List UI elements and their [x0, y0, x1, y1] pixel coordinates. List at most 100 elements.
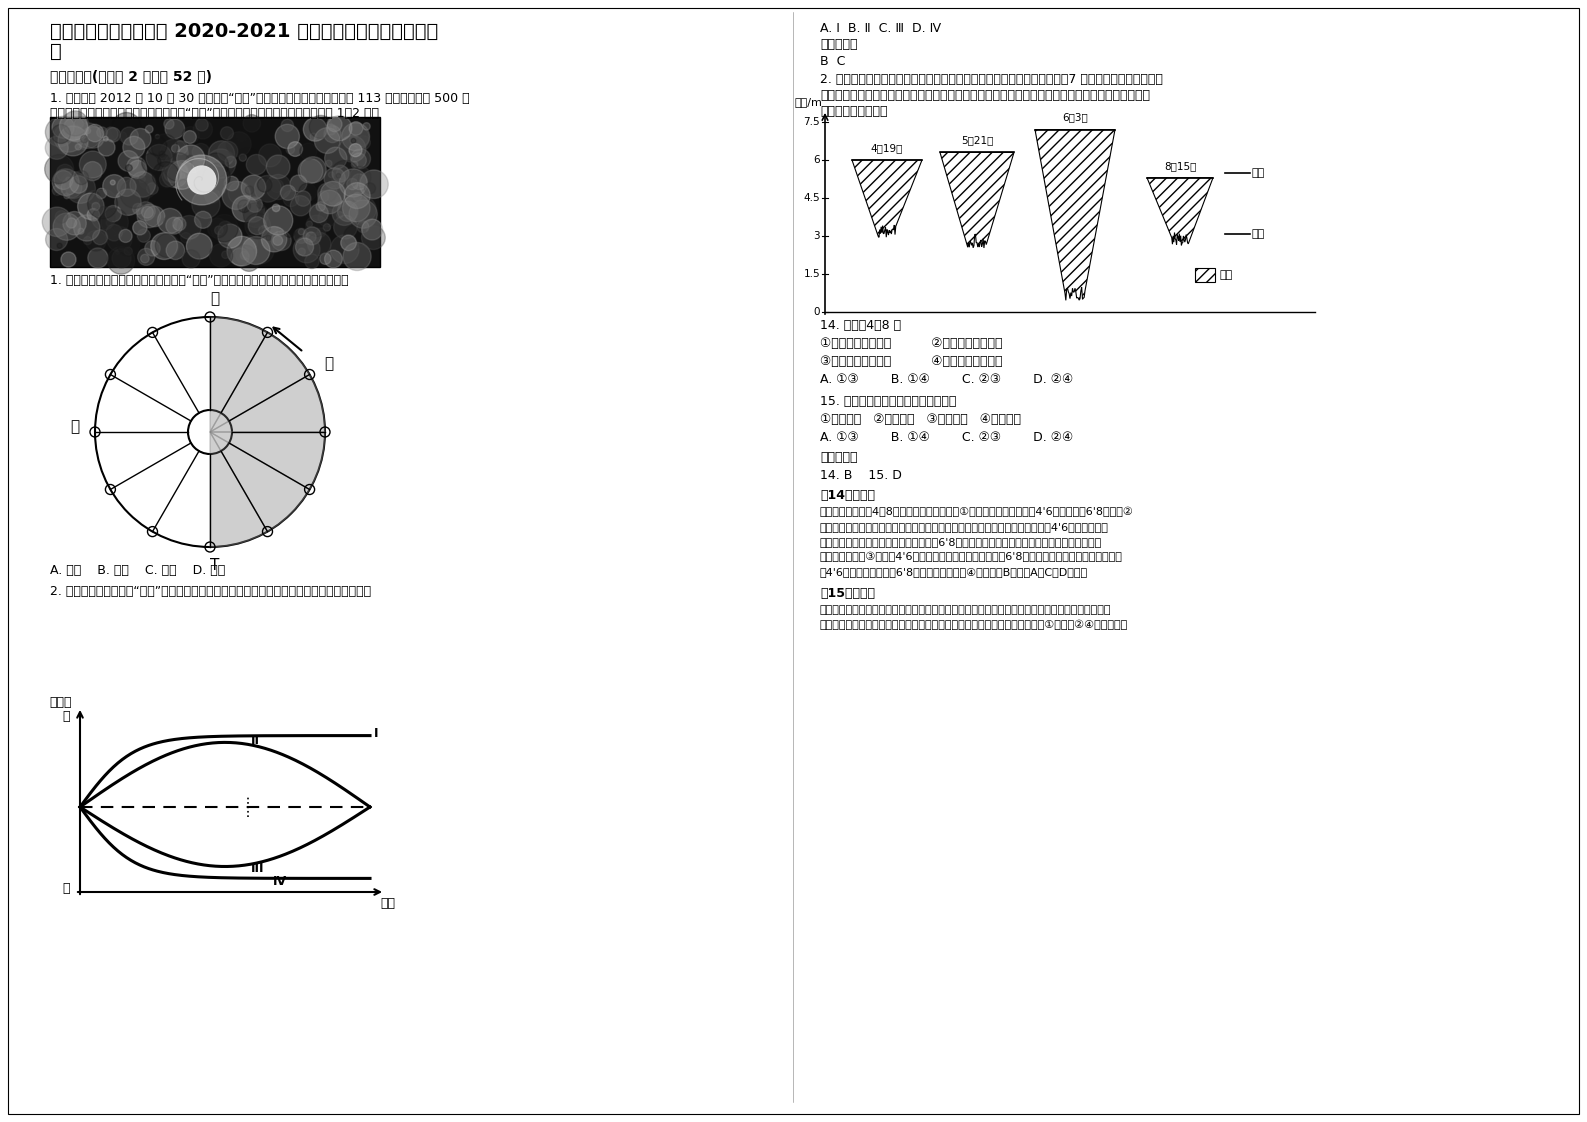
Circle shape	[75, 123, 100, 148]
Circle shape	[87, 188, 117, 219]
Circle shape	[217, 141, 238, 162]
Text: 河底: 河底	[1252, 229, 1265, 239]
Circle shape	[125, 165, 132, 172]
Circle shape	[298, 183, 316, 201]
Circle shape	[281, 185, 295, 201]
Circle shape	[119, 229, 132, 242]
Text: A. ①③        B. ①④        C. ②③        D. ②④: A. ①③ B. ①④ C. ②③ D. ②④	[820, 373, 1073, 386]
Circle shape	[360, 169, 389, 199]
Circle shape	[141, 154, 160, 173]
Circle shape	[117, 234, 140, 256]
Circle shape	[141, 255, 149, 263]
Circle shape	[340, 136, 367, 163]
Circle shape	[163, 217, 173, 227]
Circle shape	[97, 127, 108, 138]
Circle shape	[214, 226, 224, 234]
Text: II: II	[251, 734, 260, 747]
Circle shape	[81, 178, 108, 206]
Circle shape	[327, 117, 343, 131]
Circle shape	[240, 154, 246, 162]
Circle shape	[136, 202, 156, 221]
Circle shape	[156, 135, 160, 139]
Circle shape	[206, 149, 235, 178]
Circle shape	[117, 177, 136, 196]
Circle shape	[330, 160, 359, 188]
Circle shape	[78, 193, 105, 220]
Circle shape	[332, 165, 349, 182]
Text: A. I  B. Ⅱ  C. Ⅲ  D. Ⅳ: A. I B. Ⅱ C. Ⅲ D. Ⅳ	[820, 22, 941, 35]
Circle shape	[70, 176, 87, 193]
Circle shape	[117, 131, 127, 140]
Circle shape	[179, 173, 186, 178]
Circle shape	[160, 139, 189, 167]
Circle shape	[165, 218, 183, 234]
Circle shape	[59, 112, 87, 140]
Bar	[1195, 268, 1216, 282]
Circle shape	[351, 138, 355, 144]
Circle shape	[241, 237, 263, 259]
Circle shape	[208, 140, 235, 167]
Circle shape	[241, 175, 265, 200]
Circle shape	[92, 202, 100, 210]
Circle shape	[267, 174, 290, 200]
Circle shape	[290, 195, 311, 215]
Circle shape	[217, 224, 243, 248]
Circle shape	[343, 242, 371, 270]
Circle shape	[321, 182, 346, 206]
Circle shape	[327, 185, 351, 208]
Circle shape	[267, 155, 290, 178]
Text: 1.5: 1.5	[803, 269, 820, 279]
Text: T: T	[211, 558, 219, 572]
Text: 美元损失，联合国总部受损。下图为飓风“桑迪”某时刻的影像图。据材料和图，回答 1～2 题。: 美元损失，联合国总部受损。下图为飓风“桑迪”某时刻的影像图。据材料和图，回答 1…	[51, 107, 379, 120]
Circle shape	[275, 125, 300, 148]
Circle shape	[241, 237, 270, 265]
Text: 析: 析	[51, 42, 62, 61]
Circle shape	[56, 193, 62, 200]
Circle shape	[59, 126, 87, 156]
Circle shape	[227, 131, 251, 156]
Circle shape	[300, 142, 317, 159]
Circle shape	[351, 174, 367, 190]
Text: 深，说明河底泥沙积少，侵蜀作用强。而6'8月河底变浅，说明泥沙积多，侵蜀作用弱。因此河: 深，说明河底泥沙积少，侵蜀作用强。而6'8月河底变浅，说明泥沙积多，侵蜀作用弱。…	[820, 537, 1103, 548]
Circle shape	[354, 192, 362, 201]
Circle shape	[183, 250, 200, 268]
Circle shape	[157, 209, 183, 233]
Circle shape	[44, 155, 73, 184]
Circle shape	[151, 232, 178, 259]
Circle shape	[254, 224, 262, 232]
Circle shape	[270, 180, 284, 193]
Circle shape	[259, 144, 281, 167]
Circle shape	[130, 172, 156, 197]
Circle shape	[136, 229, 151, 242]
Circle shape	[243, 203, 268, 228]
Circle shape	[78, 229, 89, 241]
Circle shape	[209, 243, 233, 267]
Circle shape	[157, 155, 170, 167]
Circle shape	[303, 118, 327, 141]
Circle shape	[62, 177, 83, 197]
Circle shape	[92, 206, 116, 230]
Circle shape	[75, 117, 89, 130]
Text: 乙: 乙	[211, 292, 219, 306]
Text: 6: 6	[814, 155, 820, 165]
Circle shape	[232, 248, 249, 266]
Circle shape	[176, 155, 227, 205]
Text: 错误；河床加深的原因一方面因为沙积减弱，另一方面是河床受侵蜀加强。图中4'6月河底不断加: 错误；河床加深的原因一方面因为沙积减弱，另一方面是河床受侵蜀加强。图中4'6月河…	[820, 522, 1109, 532]
Circle shape	[43, 208, 71, 237]
Circle shape	[97, 188, 106, 199]
Circle shape	[106, 224, 122, 241]
Circle shape	[222, 251, 229, 258]
Circle shape	[148, 136, 167, 156]
Circle shape	[57, 164, 73, 182]
Circle shape	[83, 162, 102, 181]
Circle shape	[79, 151, 106, 178]
Circle shape	[159, 151, 165, 157]
Circle shape	[332, 201, 357, 226]
Circle shape	[87, 191, 100, 204]
Circle shape	[349, 196, 376, 223]
Circle shape	[52, 185, 62, 195]
Circle shape	[309, 134, 317, 140]
Circle shape	[325, 250, 343, 268]
Circle shape	[105, 127, 117, 141]
Circle shape	[238, 250, 260, 272]
